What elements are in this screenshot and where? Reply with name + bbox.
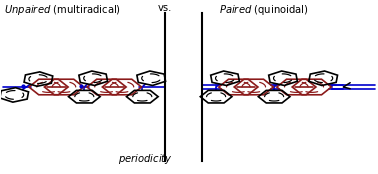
Text: $\it{Paired}$ (quinoidal): $\it{Paired}$ (quinoidal) (220, 3, 309, 17)
Text: $\it{Unpaired}$ (multiradical): $\it{Unpaired}$ (multiradical) (5, 3, 121, 17)
Text: vs.: vs. (157, 3, 172, 13)
Text: $\it{periodicity}$: $\it{periodicity}$ (118, 152, 173, 166)
